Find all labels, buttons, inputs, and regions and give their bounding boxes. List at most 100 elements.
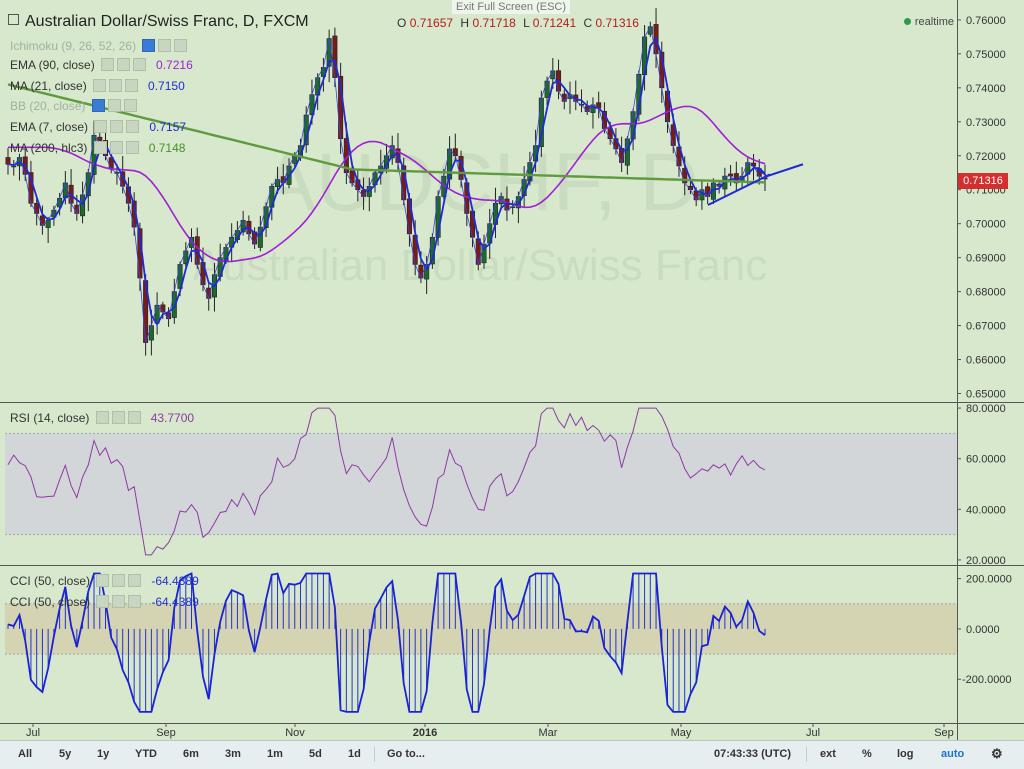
rsi-legend[interactable]: RSI (14, close) 43.7700 bbox=[10, 411, 195, 425]
realtime-dot-icon bbox=[903, 18, 911, 25]
price-tick-label: 0.68000 bbox=[966, 287, 1006, 299]
range-1d[interactable]: 1d bbox=[348, 748, 361, 760]
candle-body bbox=[349, 170, 355, 184]
close-icon[interactable] bbox=[128, 595, 142, 608]
range-1m[interactable]: 1m bbox=[267, 748, 283, 760]
auto-toggle[interactable]: auto bbox=[941, 748, 965, 760]
ma200-line bbox=[7, 83, 766, 184]
bottom-toolbar: All 5y 1y YTD 6m 3m 1m 5d 1d Go to... 07… bbox=[0, 740, 1024, 769]
ema7-line bbox=[7, 25, 766, 343]
eye-icon[interactable] bbox=[91, 99, 105, 112]
close-icon[interactable] bbox=[126, 120, 140, 133]
gear-icon[interactable] bbox=[110, 120, 124, 133]
price-tick-label: 0.67000 bbox=[966, 321, 1006, 333]
x-tick-label: Sep bbox=[934, 727, 954, 739]
indicator-ichimoku[interactable]: Ichimoku (9, 26, 52, 26) bbox=[10, 39, 188, 53]
indicator-bb[interactable]: BB (20, close) bbox=[10, 99, 137, 113]
ohlc-readout: O 0.71657 H 0.71718 L 0.71241 C 0.71316 bbox=[397, 16, 639, 30]
open-value: 0.71657 bbox=[409, 16, 454, 30]
eye-icon[interactable] bbox=[95, 411, 109, 424]
price-tick-label: 0.74000 bbox=[966, 83, 1006, 95]
trendline-support bbox=[707, 173, 771, 206]
trendline-top bbox=[751, 164, 769, 178]
price-tick-label: 0.65000 bbox=[966, 389, 1006, 401]
high-value: 0.71718 bbox=[472, 16, 516, 30]
candle-body bbox=[160, 304, 166, 313]
toolbar-divider bbox=[806, 747, 807, 762]
log-toggle[interactable]: log bbox=[897, 748, 914, 760]
indicator-ma21[interactable]: MA (21, close) 0.7150 bbox=[10, 79, 185, 93]
rsi-tick-label: 40.0000 bbox=[966, 504, 1006, 516]
eye-icon[interactable] bbox=[93, 141, 107, 154]
cci-legend-2[interactable]: CCI (50, close) -64.4389 bbox=[10, 595, 199, 609]
range-6m[interactable]: 6m bbox=[183, 748, 199, 760]
eye-icon[interactable] bbox=[93, 79, 107, 92]
eye-icon[interactable] bbox=[101, 58, 115, 71]
range-all[interactable]: All bbox=[18, 748, 33, 760]
collapse-icon[interactable] bbox=[8, 14, 19, 25]
range-3m[interactable]: 3m bbox=[225, 748, 241, 760]
candle-body bbox=[80, 194, 86, 217]
price-tick-label: 0.70000 bbox=[966, 219, 1006, 231]
candle-body bbox=[418, 264, 424, 279]
gear-icon[interactable] bbox=[158, 39, 172, 52]
low-value: 0.71241 bbox=[532, 16, 577, 30]
gear-icon[interactable] bbox=[112, 574, 126, 587]
cci-line bbox=[7, 572, 766, 713]
clock-readout: 07:43:33 (UTC) bbox=[714, 748, 792, 760]
range-1y[interactable]: 1y bbox=[97, 748, 110, 760]
trendline-extension bbox=[764, 163, 804, 178]
close-icon[interactable] bbox=[128, 574, 142, 587]
cci-tick-label: 200.0000 bbox=[966, 574, 1012, 586]
x-tick-label: Sep bbox=[156, 727, 176, 739]
gear-icon[interactable] bbox=[109, 79, 123, 92]
close-icon[interactable] bbox=[125, 141, 139, 154]
x-tick-label: Jul bbox=[26, 727, 40, 739]
x-tick-label: Nov bbox=[285, 727, 305, 739]
range-ytd[interactable]: YTD bbox=[135, 748, 157, 760]
indicator-ma200[interactable]: MA (200, hlc3) 0.7148 bbox=[10, 141, 186, 155]
chart-title: Australian Dollar/Swiss Franc, D, FXCM bbox=[8, 13, 309, 31]
symbol-title[interactable]: Australian Dollar/Swiss Franc, D, FXCM bbox=[25, 13, 309, 30]
gear-icon[interactable] bbox=[111, 411, 125, 424]
close-icon[interactable] bbox=[133, 58, 147, 71]
eye-icon[interactable] bbox=[142, 39, 156, 52]
price-tick-label: 0.76000 bbox=[966, 15, 1006, 27]
x-tick-label: 2016 bbox=[413, 727, 437, 739]
x-tick-label: Jul bbox=[806, 727, 820, 739]
rsi-band bbox=[5, 433, 957, 535]
close-icon[interactable] bbox=[174, 39, 188, 52]
goto-button[interactable]: Go to... bbox=[387, 748, 425, 760]
close-icon[interactable] bbox=[125, 79, 139, 92]
cci-tick-label: 0.0000 bbox=[966, 624, 1000, 636]
rsi-tick-label: 60.0000 bbox=[966, 454, 1006, 466]
percent-toggle[interactable]: % bbox=[862, 748, 872, 760]
settings-gear-icon[interactable]: ⚙ bbox=[991, 746, 1003, 761]
candle-body bbox=[148, 325, 154, 341]
range-5d[interactable]: 5d bbox=[309, 748, 322, 760]
gear-icon[interactable] bbox=[117, 58, 131, 71]
gear-icon[interactable] bbox=[112, 595, 126, 608]
price-tick-label: 0.72000 bbox=[966, 151, 1006, 163]
eye-icon[interactable] bbox=[96, 595, 110, 608]
candle-body bbox=[452, 148, 458, 157]
cci-band bbox=[5, 603, 957, 655]
ema90-line bbox=[8, 105, 766, 263]
indicator-ema90[interactable]: EMA (90, close) 0.7216 bbox=[10, 58, 193, 72]
eye-icon[interactable] bbox=[96, 574, 110, 587]
exit-fullscreen-button[interactable]: Exit Full Screen (ESC) bbox=[452, 0, 571, 14]
close-icon[interactable] bbox=[123, 99, 137, 112]
close-icon[interactable] bbox=[127, 411, 141, 424]
eye-icon[interactable] bbox=[94, 120, 108, 133]
cci-legend-1[interactable]: CCI (50, close) -64.4389 bbox=[10, 574, 199, 588]
gear-icon[interactable] bbox=[109, 141, 123, 154]
gear-icon[interactable] bbox=[107, 99, 121, 112]
range-5y[interactable]: 5y bbox=[59, 748, 72, 760]
candle-body bbox=[292, 155, 298, 164]
candle-body bbox=[544, 80, 550, 98]
x-tick-label: May bbox=[671, 727, 692, 739]
ext-toggle[interactable]: ext bbox=[820, 748, 836, 760]
candle-body bbox=[34, 203, 40, 214]
indicator-ema7[interactable]: EMA (7, close) 0.7157 bbox=[10, 120, 187, 134]
